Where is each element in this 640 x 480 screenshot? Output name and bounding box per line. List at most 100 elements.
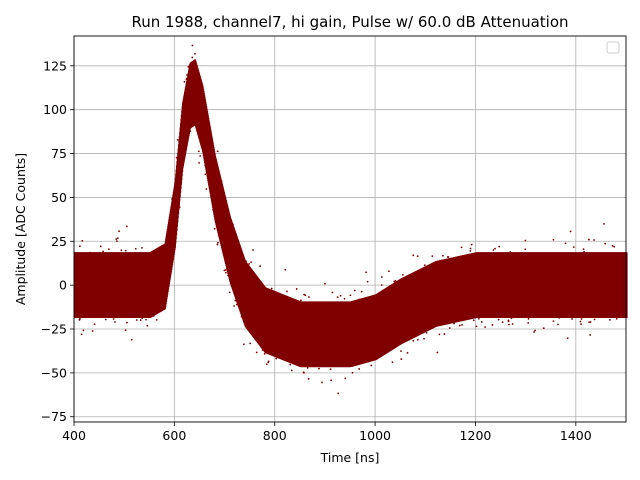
data-point bbox=[295, 314, 298, 317]
data-point bbox=[389, 302, 392, 304]
data-point bbox=[325, 341, 328, 344]
data-point bbox=[441, 254, 444, 257]
data-point bbox=[221, 198, 224, 201]
data-point bbox=[324, 313, 327, 315]
data-point bbox=[197, 107, 200, 109]
data-point bbox=[613, 262, 616, 265]
data-point bbox=[355, 328, 358, 331]
data-point bbox=[364, 313, 367, 315]
data-point bbox=[145, 268, 147, 271]
data-point bbox=[221, 195, 223, 198]
data-point bbox=[543, 293, 546, 296]
data-point bbox=[135, 258, 138, 261]
data-point bbox=[235, 248, 238, 251]
data-point bbox=[320, 338, 323, 341]
data-point bbox=[403, 277, 406, 279]
data-point bbox=[208, 167, 210, 170]
data-point bbox=[299, 320, 302, 322]
data-point bbox=[81, 279, 84, 282]
data-point bbox=[184, 124, 187, 127]
data-point bbox=[578, 297, 581, 300]
data-point bbox=[99, 303, 101, 306]
data-point bbox=[270, 287, 273, 290]
data-point bbox=[91, 280, 94, 283]
data-point bbox=[474, 286, 477, 288]
data-point bbox=[193, 79, 196, 82]
data-point bbox=[359, 299, 362, 302]
data-point bbox=[453, 322, 455, 325]
data-point bbox=[292, 326, 295, 329]
data-point bbox=[479, 276, 482, 279]
data-point bbox=[221, 220, 224, 223]
data-point bbox=[358, 302, 361, 305]
data-point bbox=[557, 323, 559, 326]
data-point bbox=[589, 334, 592, 336]
data-point bbox=[339, 294, 342, 297]
data-point bbox=[557, 316, 560, 319]
data-point bbox=[297, 319, 299, 322]
data-point bbox=[558, 296, 561, 299]
data-point bbox=[336, 296, 339, 299]
data-point bbox=[134, 289, 137, 292]
data-point bbox=[296, 309, 299, 312]
data-point bbox=[120, 308, 123, 311]
data-point bbox=[580, 318, 583, 320]
data-point bbox=[350, 339, 353, 342]
data-point bbox=[601, 308, 604, 311]
data-point bbox=[191, 107, 194, 110]
data-point bbox=[406, 285, 408, 288]
data-point bbox=[581, 280, 584, 283]
data-point bbox=[533, 271, 535, 274]
data-point bbox=[544, 297, 547, 300]
data-point bbox=[110, 270, 113, 273]
data-point bbox=[401, 306, 403, 309]
data-point bbox=[458, 308, 461, 311]
data-point bbox=[477, 274, 479, 277]
data-point bbox=[446, 316, 449, 319]
data-point bbox=[79, 269, 82, 271]
data-point bbox=[536, 277, 539, 280]
data-point bbox=[340, 327, 343, 329]
data-point bbox=[400, 321, 403, 324]
data-point bbox=[343, 297, 346, 300]
data-point bbox=[543, 312, 546, 315]
data-point bbox=[617, 265, 620, 268]
data-point bbox=[601, 269, 604, 272]
data-point bbox=[408, 315, 411, 317]
data-point bbox=[91, 262, 94, 265]
data-point bbox=[163, 274, 166, 277]
data-point bbox=[341, 334, 344, 337]
data-point bbox=[566, 337, 569, 340]
data-point bbox=[536, 300, 538, 303]
data-point bbox=[478, 297, 481, 300]
data-point bbox=[245, 260, 247, 263]
data-point bbox=[301, 317, 304, 320]
data-point bbox=[466, 270, 469, 272]
data-point bbox=[162, 295, 164, 298]
data-point bbox=[193, 86, 195, 89]
data-point bbox=[613, 245, 616, 248]
data-point bbox=[158, 286, 160, 288]
y-axis: −75 −50 −25 0 25 50 75 100 125 bbox=[41, 58, 74, 424]
data-point bbox=[372, 342, 374, 345]
data-point bbox=[74, 289, 77, 291]
data-point bbox=[282, 347, 285, 349]
data-point bbox=[441, 280, 444, 283]
data-point bbox=[491, 269, 494, 272]
data-point bbox=[604, 263, 607, 266]
data-point bbox=[423, 311, 426, 314]
data-point bbox=[425, 301, 428, 304]
data-point bbox=[525, 256, 528, 259]
data-point bbox=[239, 253, 242, 256]
data-point bbox=[133, 266, 136, 269]
data-point bbox=[411, 313, 413, 316]
data-point bbox=[253, 327, 256, 329]
data-point bbox=[178, 156, 180, 159]
y-tick-label: −75 bbox=[41, 409, 67, 424]
data-point bbox=[519, 290, 522, 293]
data-point bbox=[205, 136, 207, 139]
data-point bbox=[310, 359, 313, 362]
data-point bbox=[208, 128, 211, 130]
y-tick-label: 100 bbox=[43, 102, 67, 117]
data-point bbox=[253, 315, 256, 318]
